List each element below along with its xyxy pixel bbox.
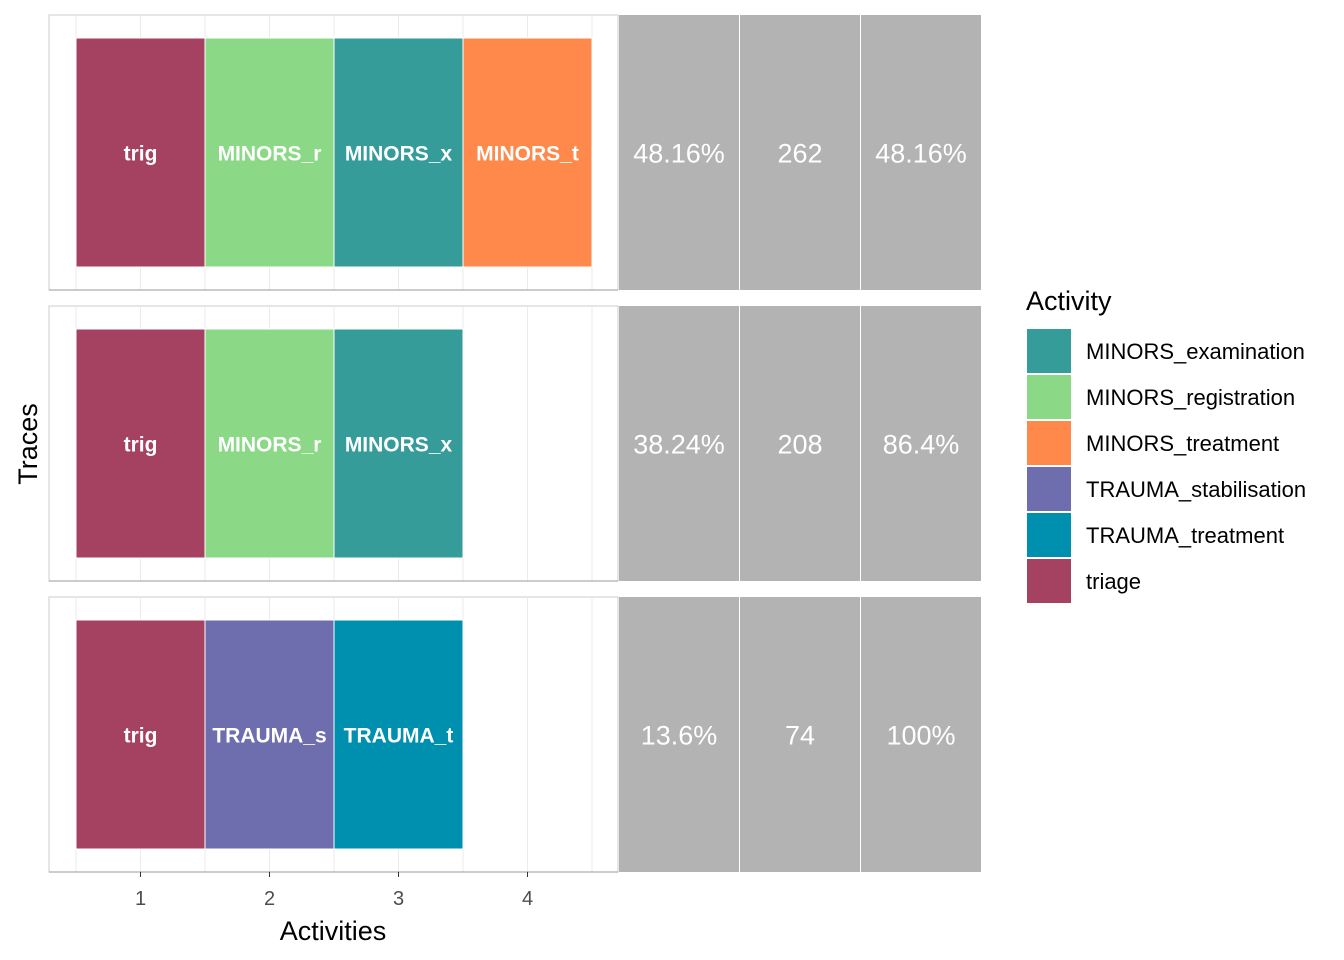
- legend-key: [1027, 559, 1071, 603]
- stat-value: 262: [777, 139, 822, 169]
- stat-value: 48.16%: [633, 139, 725, 169]
- trace-panel: trig MINORS_r MINORS_x MINORS_t: [48, 14, 619, 291]
- activity-tile-label: MINORS_x: [345, 434, 453, 457]
- stat-value: 13.6%: [641, 721, 718, 751]
- activity-tile-label: MINORS_r: [218, 143, 322, 166]
- stat-value: 74: [785, 721, 815, 751]
- stat-value: 100%: [886, 721, 955, 751]
- legend-label: TRAUMA_treatment: [1086, 523, 1284, 548]
- activity-tile-label: TRAUMA_t: [344, 725, 454, 748]
- relative-frequency-cell: 48.16%: [619, 15, 739, 290]
- y-axis-title: Traces: [13, 403, 43, 485]
- x-tick-label: 2: [264, 888, 275, 910]
- stat-value: 86.4%: [883, 430, 960, 460]
- activity-tile: [204, 37, 335, 268]
- legend-item: TRAUMA_treatment: [1027, 513, 1284, 557]
- x-axis-title: Activities: [280, 916, 387, 946]
- relative-frequency-cell: 38.24%: [619, 306, 739, 581]
- x-tick-label: 4: [522, 888, 533, 910]
- activity-tile: [204, 328, 335, 559]
- legend-item: MINORS_treatment: [1027, 421, 1279, 465]
- stat-cell-background: [619, 306, 739, 581]
- legend-label: TRAUMA_stabilisation: [1086, 477, 1306, 502]
- activity-tile-label: MINORS_t: [476, 143, 579, 166]
- cumulative-frequency-cell: 86.4%: [861, 306, 981, 581]
- activity-tile: [75, 37, 206, 268]
- stat-cell-background: [861, 15, 981, 290]
- legend: Activity MINORS_examination MINORS_regist…: [1026, 286, 1306, 603]
- activity-tile-label: trig: [124, 143, 158, 166]
- legend-label: triage: [1086, 569, 1141, 594]
- stat-cell-background: [619, 597, 739, 872]
- legend-item: TRAUMA_stabilisation: [1027, 467, 1306, 511]
- stat-value: 208: [777, 430, 822, 460]
- legend-key: [1027, 467, 1071, 511]
- absolute-frequency-cell: 74: [740, 597, 860, 872]
- activity-tile: [333, 619, 464, 850]
- x-tick-label: 1: [135, 888, 146, 910]
- x-axis: 1 2 3 4: [135, 872, 533, 910]
- activity-tile: [204, 619, 335, 850]
- activity-tile: [75, 328, 206, 559]
- legend-key: [1027, 375, 1071, 419]
- legend-label: MINORS_treatment: [1086, 431, 1279, 456]
- activity-tile: [462, 37, 593, 268]
- relative-frequency-cell: 13.6%: [619, 597, 739, 872]
- absolute-frequency-cell: 262: [740, 15, 860, 290]
- legend-label: MINORS_examination: [1086, 339, 1305, 364]
- legend-item: MINORS_examination: [1027, 329, 1305, 373]
- trace-panel: trig TRAUMA_s TRAUMA_t: [48, 596, 619, 873]
- x-tick-label: 3: [393, 888, 404, 910]
- activity-tile-label: trig: [124, 434, 158, 457]
- stat-cell-background: [740, 306, 860, 581]
- legend-key: [1027, 329, 1071, 373]
- stat-cell-background: [861, 306, 981, 581]
- activity-tile: [333, 37, 464, 268]
- stat-cell-background: [619, 15, 739, 290]
- legend-item: triage: [1027, 559, 1141, 603]
- activity-tile-label: MINORS_r: [218, 434, 322, 457]
- stat-value: 38.24%: [633, 430, 725, 460]
- legend-title: Activity: [1026, 286, 1112, 316]
- absolute-frequency-cell: 208: [740, 306, 860, 581]
- legend-key: [1027, 513, 1071, 557]
- stat-value: 48.16%: [875, 139, 967, 169]
- legend-item: MINORS_registration: [1027, 375, 1295, 419]
- stat-cell-background: [740, 597, 860, 872]
- activity-tile: [333, 328, 464, 559]
- stat-cell-background: [740, 15, 860, 290]
- cumulative-frequency-cell: 100%: [861, 597, 981, 872]
- frequency-columns: 48.16% 262 48.16% 38.24% 208 86.4% 13.6% 74 100%: [619, 15, 981, 872]
- activity-tile-label: TRAUMA_s: [212, 725, 326, 748]
- activity-tile-label: MINORS_x: [345, 143, 453, 166]
- legend-key: [1027, 421, 1071, 465]
- activity-tile-label: trig: [124, 725, 158, 748]
- activity-tile: [75, 619, 206, 850]
- cumulative-frequency-cell: 48.16%: [861, 15, 981, 290]
- legend-label: MINORS_registration: [1086, 385, 1295, 410]
- stat-cell-background: [861, 597, 981, 872]
- trace-panel: trig MINORS_r MINORS_x: [48, 305, 619, 582]
